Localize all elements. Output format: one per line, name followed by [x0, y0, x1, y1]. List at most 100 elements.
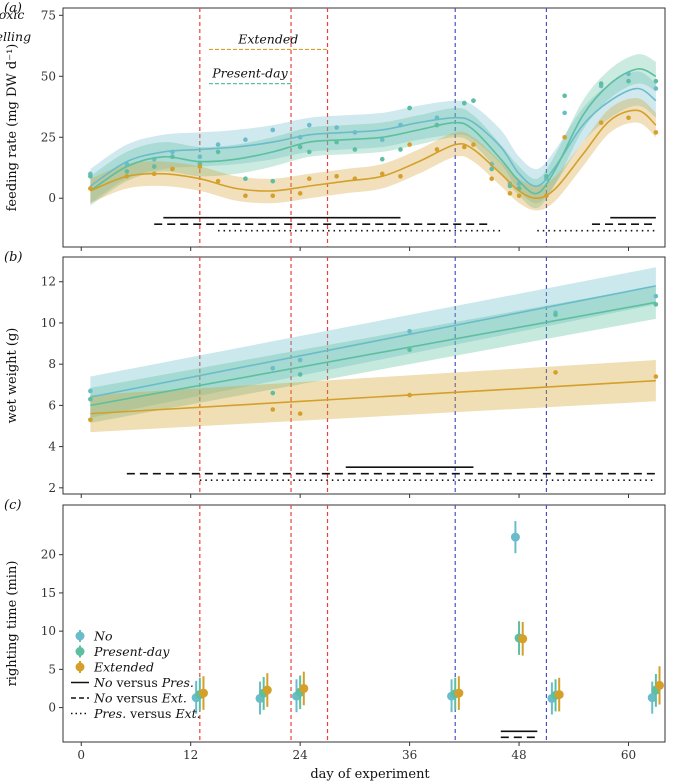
no-data-point [270, 127, 276, 133]
no-data-point [270, 365, 276, 371]
present-data-point [306, 149, 312, 155]
present-data-point [297, 372, 303, 377]
extended-data-point [471, 142, 476, 147]
extended-data-point [379, 171, 385, 177]
extended-data-point [553, 370, 558, 375]
plot-frame [62, 504, 666, 743]
present-data-point [215, 149, 221, 155]
present-data-point [243, 176, 248, 182]
extended-data-point [398, 173, 403, 179]
no-data-point [170, 149, 175, 155]
x-axis-label: day of experiment [310, 767, 430, 782]
present-data-point [398, 147, 403, 152]
extended-data-point [489, 176, 494, 182]
panel-label: (c) [4, 498, 21, 513]
extended-data-point [297, 191, 303, 196]
present-data-point [434, 122, 440, 128]
no-data-point [407, 328, 412, 334]
extended-data-point [243, 193, 248, 199]
no-mean-point [510, 532, 520, 542]
present-data-point [270, 178, 276, 184]
present-data-point [598, 81, 604, 86]
y-tick-label: 4 [48, 440, 56, 454]
present-data-point [124, 169, 130, 174]
feeding-rate-panel: 0 25 50 75 feeding rate (mg DW d⁻¹) (a) Extend… [0, 1, 666, 251]
no-data-point [215, 142, 221, 147]
no-confidence-band [90, 71, 656, 204]
present-data-point [544, 173, 549, 179]
x-tick-label: 36 [402, 748, 417, 762]
present-data-point [653, 78, 659, 84]
present-data-point [489, 166, 494, 172]
legend-label-part: No [93, 691, 112, 706]
no-data-point [243, 137, 248, 142]
no-data-point [398, 122, 403, 128]
extended-data-point [88, 186, 93, 191]
no-data-point [306, 122, 312, 128]
present-data-point [562, 93, 567, 99]
y-axis-label: wet weight (g) [5, 328, 20, 424]
extended-data-point [507, 191, 513, 196]
extended-data-point [626, 115, 631, 121]
extended-data-point [407, 392, 412, 398]
no-data-point [653, 293, 659, 299]
present-data-point [170, 154, 175, 160]
x-tick-label: 48 [511, 748, 526, 762]
extended-data-point [270, 193, 276, 199]
extended-confidence-band [90, 360, 656, 433]
extended-data-point [407, 142, 412, 147]
annotation-label: Extended [237, 31, 298, 46]
y-tick-label: 12 [41, 275, 56, 289]
legend-marker [75, 631, 85, 641]
legend-marker [75, 662, 85, 672]
x-tick-label: 0 [77, 748, 85, 762]
present-data-point [407, 105, 412, 111]
present-data-point [379, 156, 385, 162]
extended-mean-point [198, 688, 208, 698]
panel-label: (a) [4, 1, 22, 16]
extended-confidence-band [90, 98, 656, 211]
present-data-point [553, 312, 558, 318]
extended-regression-line [90, 379, 656, 415]
no-data-point [334, 125, 339, 130]
extended-data-point [598, 120, 604, 125]
extended-data-point [151, 171, 157, 177]
extended-data-point [562, 134, 567, 140]
no-mean-point [647, 693, 657, 703]
legend-label-part: Ext. [161, 691, 187, 706]
extended-data-point [653, 130, 659, 135]
legend-label: Present-day [93, 644, 170, 659]
no-data-point [297, 134, 303, 140]
legend-marker [75, 647, 85, 656]
extended-mean-point [262, 685, 272, 695]
legend-label-part: Pres. [161, 675, 194, 690]
present-data-point [407, 347, 412, 353]
y-tick-label: 25 [41, 130, 56, 144]
legend-label: No versus Pres. [93, 675, 194, 690]
present-data-point [653, 302, 659, 307]
legend-label: No [93, 629, 112, 644]
y-tick-label: 10 [41, 316, 56, 330]
extended-mean-point [454, 688, 464, 698]
present-data-point [626, 78, 631, 84]
extended-mean-point [554, 690, 564, 700]
no-data-point [352, 130, 358, 135]
extended-data-point [306, 176, 312, 182]
present-regression-line [90, 301, 657, 407]
extended-mean-point [655, 680, 665, 690]
y-axis-label: righting time (min) [5, 561, 20, 687]
extended-data-point [462, 144, 467, 150]
present-data-point [352, 147, 358, 152]
y-tick-label: 20 [41, 548, 56, 562]
y-tick-label: 6 [48, 398, 56, 412]
y-tick-label: 0 [48, 191, 56, 205]
y-tick-label: 5 [48, 662, 56, 676]
wet-weight-panel: 2 4 6 8 10 12 wet weight (g) (b) [4, 250, 666, 498]
legend-label-part: No [93, 675, 112, 690]
y-tick-label: 75 [41, 8, 56, 22]
extended-data-point [434, 147, 440, 152]
no-regression-line [90, 285, 657, 398]
present-data-point [151, 164, 157, 169]
no-data-point [297, 357, 303, 363]
